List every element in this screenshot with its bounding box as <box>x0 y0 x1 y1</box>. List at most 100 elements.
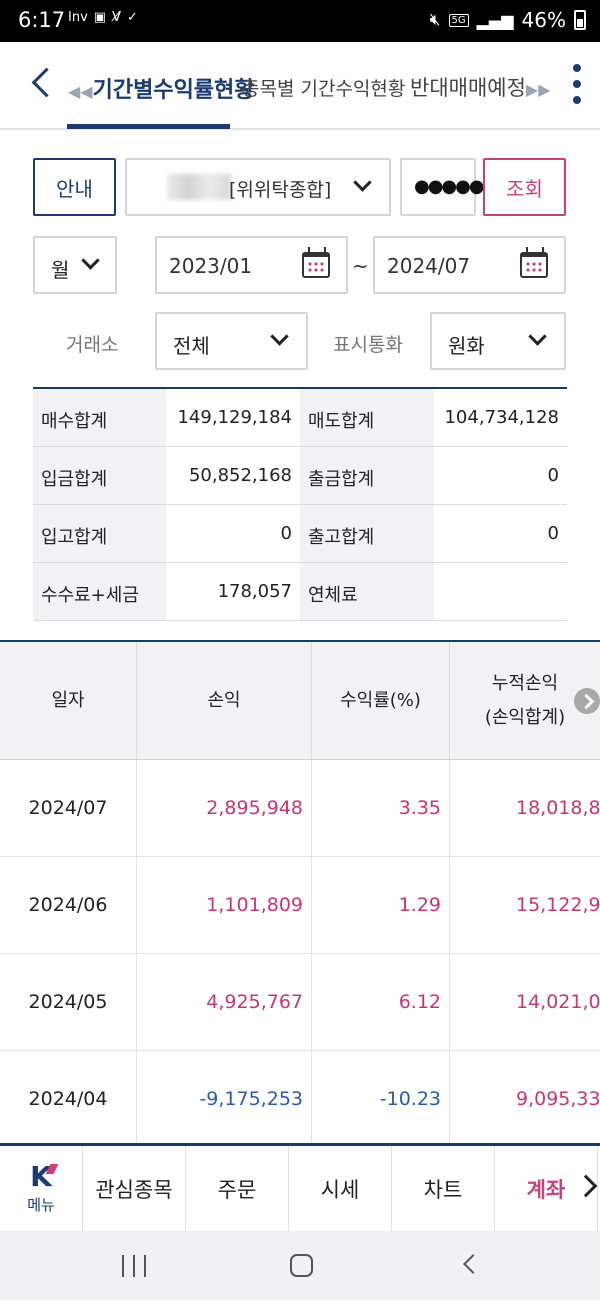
summary-row: 수수료+세금 178,057 연체료 <box>33 563 567 621</box>
summary-label: 출고합계 <box>300 505 434 562</box>
active-tab-indicator <box>67 124 230 129</box>
tab-period-return[interactable]: ◀◀기간별수익률현황 <box>68 72 255 104</box>
double-left-arrow-icon: ◀◀ <box>68 82 93 101</box>
cell-rate: 6.12 <box>312 954 450 1050</box>
cell-pnl: 4,925,767 <box>137 954 312 1050</box>
summary-label: 수수료+세금 <box>33 563 166 620</box>
menu-chart[interactable]: 차트 <box>392 1146 495 1231</box>
back-arrow-icon[interactable] <box>28 64 54 104</box>
system-navigation-bar <box>0 1231 600 1300</box>
column-header-date: 일자 <box>0 642 137 759</box>
summary-value: 50,852,168 <box>188 465 292 486</box>
chevron-down-icon <box>81 251 100 270</box>
summary-label: 입금합계 <box>33 447 166 504</box>
account-type-label: [위위탁종합] <box>229 179 332 201</box>
period-unit-select[interactable]: 월 <box>33 236 117 294</box>
back-icon[interactable] <box>463 1254 483 1274</box>
double-right-arrow-icon: ▶▶ <box>525 80 551 99</box>
masked-account-number <box>167 174 231 200</box>
start-date-field[interactable]: 2023/01 <box>155 236 348 294</box>
column-header-pnl: 손익 <box>137 642 312 759</box>
status-time: 6:17 <box>18 8 66 32</box>
invest-app-icon: Inv <box>68 10 88 25</box>
chevron-down-icon <box>270 327 289 346</box>
cell-date: 2024/04 <box>0 1051 137 1147</box>
home-icon[interactable] <box>290 1254 313 1277</box>
currency-select[interactable]: 원화 <box>430 312 566 370</box>
cell-rate: 1.29 <box>312 857 450 953</box>
system-icons: 🔇︎ 5G ▂▄▆ 46% <box>430 8 586 32</box>
currency-label: 표시통화 <box>333 334 403 356</box>
end-date-value: 2024/07 <box>387 254 471 278</box>
currency-value: 원화 <box>448 334 485 358</box>
scroll-right-icon[interactable] <box>574 688 600 714</box>
summary-label: 매도합계 <box>300 389 434 446</box>
exchange-value: 전체 <box>173 334 210 358</box>
cell-date: 2024/05 <box>0 954 137 1050</box>
summary-value <box>434 563 567 620</box>
end-date-field[interactable]: 2024/07 <box>373 236 566 294</box>
summary-value: 0 <box>547 465 559 486</box>
summary-label: 연체료 <box>300 563 434 620</box>
menu-label: 메뉴 <box>27 1196 55 1214</box>
chevron-down-icon <box>528 327 547 346</box>
guide-button[interactable]: 안내 <box>33 158 116 216</box>
period-return-table[interactable]: 일자 손익 수익률(%) 누적손익 (손익합계) 2024/07 2,895,94… <box>0 640 600 1148</box>
notification-icons: Inv ▣ V̸ ✓ <box>68 10 138 25</box>
exchange-label: 거래소 <box>66 334 119 356</box>
cell-pnl: -9,175,253 <box>137 1051 312 1147</box>
network-type-badge: 5G <box>448 13 469 27</box>
recent-apps-icon[interactable] <box>122 1255 146 1277</box>
summary-row: 입고합계 0 출고합계 0 <box>33 505 567 563</box>
check-icon: ✓ <box>126 10 138 25</box>
password-field[interactable]: ●●●●●● <box>400 158 498 216</box>
k-logo-icon: K <box>30 1160 52 1193</box>
main-menu-button[interactable]: K 메뉴 <box>0 1146 83 1231</box>
tab-forced-liquidation[interactable]: 반대매매예정▶▶ <box>410 72 551 102</box>
summary-row: 매수합계 149,129,184 매도합계 104,734,128 <box>33 389 567 447</box>
cell-pnl: 2,895,948 <box>137 760 312 856</box>
table-header: 일자 손익 수익률(%) 누적손익 (손익합계) <box>0 642 600 760</box>
more-options-icon[interactable] <box>572 64 582 104</box>
cell-cumulative: 18,018,85 <box>516 797 600 819</box>
menu-quotes[interactable]: 시세 <box>289 1146 392 1231</box>
menu-order[interactable]: 주문 <box>186 1146 289 1231</box>
menu-account[interactable]: 계좌 <box>495 1146 598 1231</box>
mute-icon: 🔇︎ <box>429 10 441 30</box>
summary-value: 0 <box>280 523 292 544</box>
cell-date: 2024/06 <box>0 857 137 953</box>
calendar-icon[interactable] <box>302 247 330 278</box>
menu-watchlist[interactable]: 관심종목 <box>83 1146 186 1231</box>
summary-row: 입금합계 50,852,168 출금합계 0 <box>33 447 567 505</box>
summary-label: 매수합계 <box>33 389 166 446</box>
bottom-menu-bar: K 메뉴 관심종목 주문 시세 차트 계좌 <box>0 1143 600 1231</box>
start-date-value: 2023/01 <box>169 254 253 278</box>
v3-app-icon: V̸ <box>112 10 121 25</box>
cell-date: 2024/07 <box>0 760 137 856</box>
query-button[interactable]: 조회 <box>483 158 566 216</box>
account-select[interactable]: [위위탁종합] <box>125 158 391 216</box>
table-row[interactable]: 2024/04 -9,175,253 -10.23 9,095,33 <box>0 1051 600 1148</box>
header-line: (손익합계) <box>484 706 566 728</box>
summary-label: 출금합계 <box>300 447 434 504</box>
cell-rate: -10.23 <box>312 1051 450 1147</box>
cell-cumulative: 15,122,90 <box>516 894 600 916</box>
summary-value: 0 <box>547 523 559 544</box>
signal-icon: ▂▄▆ <box>476 10 514 30</box>
top-tab-bar: ◀◀기간별수익률현황 종목별 기간수익현황 반대매매예정▶▶ <box>0 42 600 130</box>
tab-stock-period-return[interactable]: 종목별 기간수익현황 <box>242 78 406 100</box>
header-line: 누적손익 <box>491 672 559 694</box>
cell-cumulative: 14,021,09 <box>516 991 600 1013</box>
period-unit-value: 월 <box>51 258 70 282</box>
status-bar: 6:17 Inv ▣ V̸ ✓ 🔇︎ 5G ▂▄▆ 46% <box>0 0 600 42</box>
calendar-icon[interactable] <box>520 247 548 278</box>
summary-value: 104,734,128 <box>444 407 559 428</box>
battery-icon <box>574 10 586 30</box>
exchange-select[interactable]: 전체 <box>155 312 308 370</box>
column-header-rate: 수익률(%) <box>312 642 450 759</box>
battery-percent: 46% <box>521 8 566 32</box>
